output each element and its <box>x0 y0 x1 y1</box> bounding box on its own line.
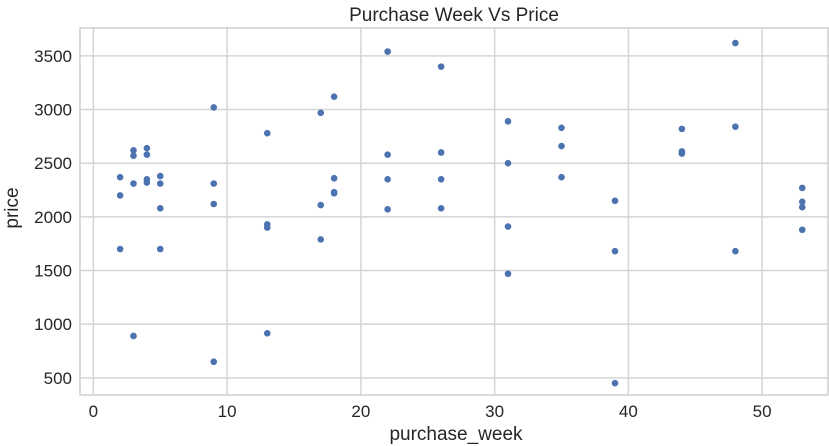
y-tick-label: 1500 <box>34 262 72 281</box>
data-point <box>798 226 806 234</box>
data-point <box>437 176 445 183</box>
x-tick-label: 0 <box>89 402 98 421</box>
data-point <box>504 118 512 125</box>
y-tick-label: 2000 <box>34 208 72 227</box>
data-point <box>143 144 151 152</box>
data-point <box>330 174 338 182</box>
data-point <box>330 189 338 197</box>
data-point <box>130 152 137 159</box>
data-point <box>330 93 338 100</box>
grid-lines <box>80 28 829 395</box>
data-point <box>384 176 391 183</box>
data-point <box>611 247 619 255</box>
data-point <box>143 151 151 158</box>
data-point <box>611 379 619 387</box>
data-point <box>317 236 325 243</box>
data-point <box>558 124 565 132</box>
data-point <box>156 180 164 187</box>
data-point <box>384 206 391 213</box>
y-tick-label: 500 <box>44 369 72 388</box>
data-point <box>798 198 806 206</box>
tick-labels: 0 10 20 30 40 50 500 1000 1500 2000 2500 3000 3500 <box>34 47 771 421</box>
data-point <box>210 104 218 111</box>
data-point <box>558 173 565 181</box>
chart-title: Purchase Week Vs Price <box>349 5 559 26</box>
data-point <box>263 224 271 231</box>
y-tick-label: 2500 <box>34 154 72 173</box>
plot-area <box>79 27 829 396</box>
data-point <box>678 150 686 157</box>
x-tick-label: 50 <box>753 402 772 421</box>
data-point <box>504 223 512 230</box>
data-point <box>156 172 164 180</box>
data-point <box>263 129 271 137</box>
data-point <box>732 123 739 131</box>
data-point <box>437 149 445 156</box>
data-point <box>317 201 325 209</box>
data-point <box>678 125 686 133</box>
data-point <box>798 203 806 211</box>
data-point <box>210 180 218 187</box>
data-point <box>143 179 151 186</box>
data-point <box>611 197 619 205</box>
y-tick-label: 3000 <box>34 101 72 120</box>
x-tick-label: 10 <box>218 402 237 421</box>
data-point <box>437 63 445 70</box>
data-point <box>558 142 565 150</box>
data-point <box>156 204 164 212</box>
data-point <box>130 180 137 187</box>
x-tick-label: 40 <box>619 402 638 421</box>
x-axis-label: purchase_week <box>389 424 523 445</box>
x-tick-label: 30 <box>485 402 504 421</box>
data-point <box>384 48 391 55</box>
data-point <box>130 147 137 154</box>
data-point <box>317 109 325 117</box>
data-point <box>116 245 124 253</box>
data-point <box>437 204 445 212</box>
data-point <box>210 200 218 208</box>
data-point <box>732 247 739 255</box>
x-tick-label: 20 <box>351 402 370 421</box>
data-point <box>116 192 124 199</box>
data-point <box>130 332 137 340</box>
data-points <box>116 39 806 387</box>
data-point <box>156 245 164 253</box>
y-tick-label: 3500 <box>34 47 72 66</box>
y-tick-label: 1000 <box>34 315 72 334</box>
data-point <box>384 151 391 158</box>
data-point <box>263 329 271 337</box>
data-point <box>504 270 512 278</box>
y-axis-label: price <box>2 187 23 228</box>
data-point <box>732 39 739 47</box>
data-point <box>210 358 218 366</box>
data-point <box>116 173 124 181</box>
data-point <box>798 184 806 192</box>
data-point <box>504 159 512 167</box>
